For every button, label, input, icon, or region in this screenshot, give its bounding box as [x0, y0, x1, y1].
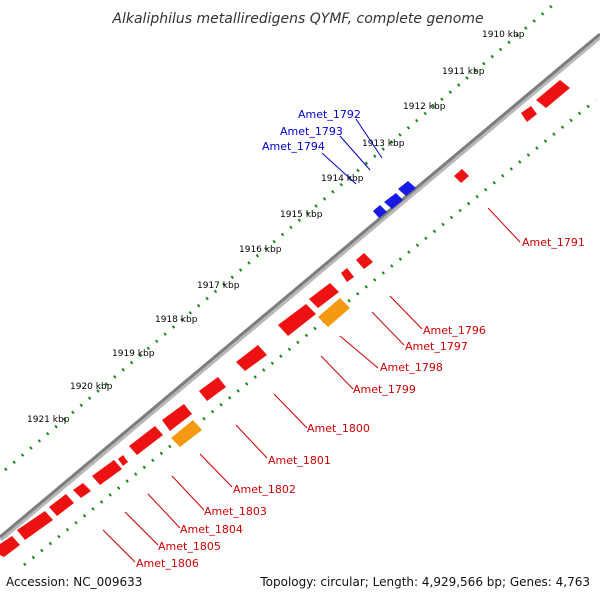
leader-line [321, 152, 357, 185]
gene-feature[interactable] [17, 511, 53, 540]
leader-line [320, 355, 354, 390]
gene-label-amet-1806[interactable]: Amet_1806 [136, 557, 199, 570]
gene-feature[interactable] [384, 193, 403, 209]
gene-feature[interactable] [278, 304, 316, 336]
gene-label-amet-1805[interactable]: Amet_1805 [158, 540, 221, 553]
leader-line [124, 511, 159, 546]
gene-feature[interactable] [118, 455, 128, 466]
gene-label-amet-1793[interactable]: Amet_1793 [280, 125, 343, 138]
inner-ruler [23, 98, 597, 567]
gene-label-amet-1804[interactable]: Amet_1804 [180, 523, 243, 536]
genome-title: Alkaliphilus metalliredigens QYMF, compl… [111, 11, 483, 27]
gene-feature[interactable] [236, 345, 267, 371]
gene-label-amet-1791[interactable]: Amet_1791 [522, 236, 585, 249]
leader-line [171, 475, 205, 511]
kbp-tick-label: 1914 kbp [321, 174, 364, 184]
gene-label-amet-1803[interactable]: Amet_1803 [204, 505, 267, 518]
gene-label-amet-1800[interactable]: Amet_1800 [307, 422, 370, 435]
kbp-tick-label: 1921 kbp [27, 415, 70, 425]
gene-label-amet-1794[interactable]: Amet_1794 [262, 140, 325, 153]
accession-text: Accession: NC_009633 [6, 575, 142, 589]
leader-line [355, 118, 383, 159]
gene-feature[interactable] [92, 460, 122, 485]
genome-summary-text: Topology: circular; Length: 4,929,566 bp… [259, 575, 590, 589]
genome-backbone-shadow [0, 33, 600, 542]
leader-line [199, 453, 233, 488]
genome-backbone [0, 32, 600, 539]
kbp-tick-label: 1912 kbp [403, 102, 446, 112]
leader-line [273, 393, 308, 429]
gene-feature[interactable] [129, 426, 163, 455]
kbp-tick-label: 1915 kbp [280, 210, 323, 220]
leader-line [389, 295, 423, 330]
gene-label-amet-1796[interactable]: Amet_1796 [423, 324, 486, 337]
gene-feature[interactable] [398, 181, 416, 196]
kbp-tick-label: 1918 kbp [155, 315, 198, 325]
gene-feature[interactable] [454, 169, 469, 183]
gene-label-amet-1802[interactable]: Amet_1802 [233, 483, 296, 496]
kbp-tick-label: 1913 kbp [362, 139, 405, 149]
kbp-tick-label: 1919 kbp [112, 349, 155, 359]
gene-label-amet-1799[interactable]: Amet_1799 [353, 383, 416, 396]
gene-label-amet-1801[interactable]: Amet_1801 [268, 454, 331, 467]
gene-feature[interactable] [341, 268, 354, 282]
gene-feature[interactable] [199, 377, 226, 401]
kbp-tick-label: 1910 kbp [482, 30, 525, 40]
leader-line [339, 135, 371, 171]
gene-label-amet-1792[interactable]: Amet_1792 [298, 108, 361, 121]
leader-line [235, 424, 268, 459]
gene-feature[interactable] [536, 80, 570, 108]
gene-label-amet-1797[interactable]: Amet_1797 [405, 340, 468, 353]
gene-feature[interactable] [0, 536, 20, 557]
gene-feature[interactable] [521, 106, 537, 122]
leader-line [339, 335, 379, 369]
gene-feature[interactable] [309, 283, 339, 308]
gene-feature[interactable] [318, 298, 350, 327]
leader-lines [102, 118, 521, 563]
gene-label-amet-1798[interactable]: Amet_1798 [380, 361, 443, 374]
gene-feature[interactable] [162, 404, 192, 431]
gene-feature[interactable] [73, 483, 91, 498]
gene-feature[interactable] [356, 253, 373, 269]
gene-labels: Amet_1791 Amet_1792 Amet_1793 Amet_1794 … [136, 108, 585, 570]
leader-line [371, 311, 405, 346]
gene-feature[interactable] [171, 420, 202, 447]
kbp-tick-label: 1920 kbp [70, 382, 113, 392]
leader-line [102, 529, 136, 563]
gene-features [0, 80, 570, 557]
leader-line [487, 207, 521, 243]
gene-feature[interactable] [49, 494, 74, 516]
kbp-tick-labels: 1910 kbp 1911 kbp 1912 kbp 1913 kbp 1914… [27, 30, 525, 425]
gene-feature[interactable] [373, 205, 387, 218]
kbp-tick-label: 1917 kbp [197, 281, 240, 291]
kbp-tick-label: 1916 kbp [239, 245, 282, 255]
leader-line [147, 493, 181, 529]
kbp-tick-label: 1911 kbp [442, 67, 485, 77]
